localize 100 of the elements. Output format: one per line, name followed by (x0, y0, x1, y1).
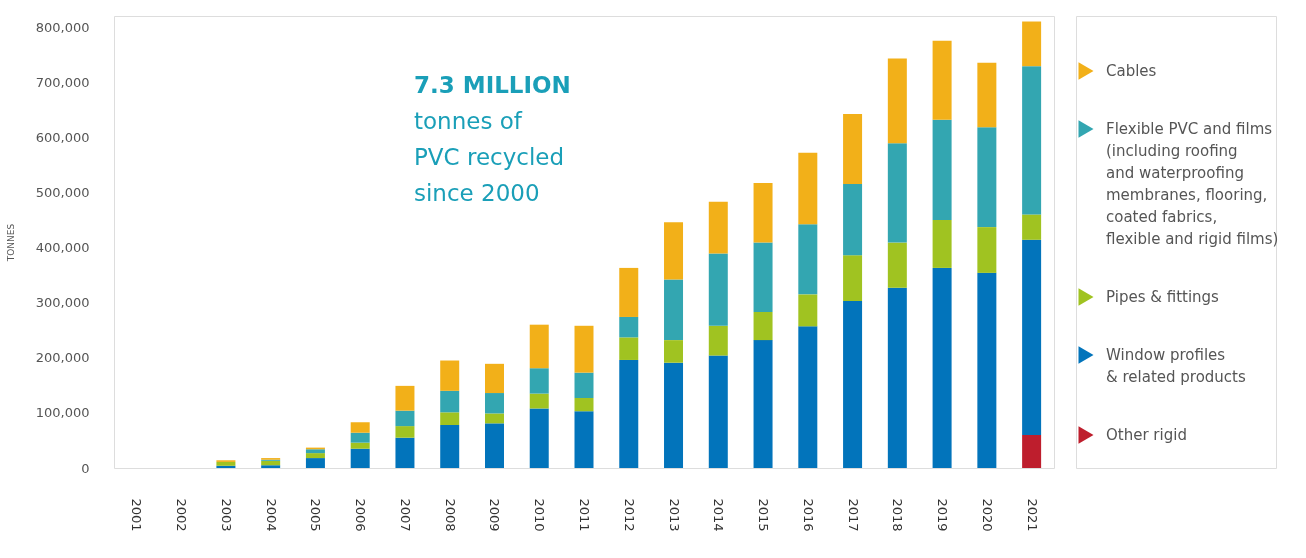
legend-label: Pipes & fittings (1106, 288, 1220, 306)
bar (798, 294, 818, 327)
bar (708, 201, 728, 254)
annotation: 7.3 MILLION (414, 72, 571, 98)
bar (440, 412, 460, 425)
x-tick-label: 2009 (487, 498, 503, 532)
y-tick-label: 200,000 (35, 350, 90, 366)
bar (619, 337, 639, 360)
x-tick-label: 2020 (979, 498, 995, 532)
annotation: tonnes of (414, 108, 523, 134)
x-tick-label: 2015 (756, 498, 772, 532)
bar (932, 40, 952, 120)
bar (664, 362, 684, 468)
bar (574, 372, 594, 398)
bar (798, 152, 818, 225)
bar (529, 368, 549, 394)
bar (1022, 239, 1042, 435)
x-tick-label: 2016 (800, 498, 816, 532)
bar (484, 393, 504, 414)
bar (1022, 21, 1042, 67)
bar (484, 423, 504, 468)
bar (977, 272, 997, 468)
bar (395, 426, 415, 438)
y-tick-label: 600,000 (35, 129, 90, 145)
annotation: since 2000 (414, 180, 540, 206)
bar (664, 222, 684, 280)
bar (305, 453, 325, 459)
bar (574, 325, 594, 373)
bar (977, 62, 997, 128)
y-tick-label: 500,000 (35, 184, 90, 200)
bar (753, 312, 773, 341)
bar (440, 425, 460, 468)
bar (843, 255, 863, 301)
bar (350, 432, 370, 443)
bar (261, 465, 281, 468)
x-tick-label: 2010 (532, 498, 548, 532)
bar (619, 267, 639, 317)
legend-label: Other rigid (1106, 426, 1187, 444)
bar (664, 279, 684, 341)
annotation: PVC recycled (414, 144, 565, 170)
x-tick-label: 2005 (308, 498, 324, 532)
y-tick-label: 400,000 (35, 240, 90, 256)
x-tick-label: 2004 (263, 498, 279, 532)
bar (216, 461, 236, 466)
bar (843, 300, 863, 468)
bar (1022, 434, 1042, 468)
bar (395, 437, 415, 468)
bar (395, 385, 415, 411)
bar (395, 410, 415, 427)
x-tick-label: 2018 (890, 498, 906, 532)
x-tick-label: 2014 (711, 498, 727, 532)
legend-label: Window profiles & related products (1106, 346, 1246, 386)
bar (350, 442, 370, 449)
legend-label: Cables (1106, 62, 1157, 80)
bar (216, 465, 236, 468)
bar (484, 363, 504, 394)
bar (708, 355, 728, 468)
bar (887, 287, 907, 468)
x-tick-label: 2012 (621, 498, 637, 532)
bar (619, 359, 639, 468)
bar (350, 448, 370, 468)
bar (798, 224, 818, 295)
x-tick-label: 2003 (218, 498, 234, 532)
x-tick-label: 2001 (129, 498, 145, 532)
bar (932, 267, 952, 468)
y-tick-label: 0 (81, 460, 90, 476)
bar (887, 242, 907, 288)
bar (753, 242, 773, 312)
bar (350, 422, 370, 433)
x-tick-label: 2011 (577, 498, 592, 532)
bar (708, 325, 728, 356)
bar (529, 393, 549, 409)
x-tick-label: 2002 (174, 498, 190, 532)
bar (619, 316, 639, 338)
bar (1022, 214, 1042, 240)
bar (305, 458, 325, 468)
x-tick-label: 2006 (353, 498, 369, 532)
y-tick-label: 300,000 (35, 295, 90, 311)
bar (843, 184, 863, 256)
bar (529, 324, 549, 369)
y-tick-label: 100,000 (35, 405, 90, 421)
bar (529, 408, 549, 468)
bar (261, 460, 281, 466)
bar (484, 413, 504, 424)
bar (664, 340, 684, 363)
bar (932, 219, 952, 268)
bar (887, 58, 907, 144)
x-tick-label: 2021 (1024, 498, 1040, 532)
bar (574, 398, 594, 412)
bar (1022, 66, 1042, 215)
bar (977, 227, 997, 273)
bar (843, 114, 863, 185)
bar (708, 253, 728, 326)
y-tick-label: 700,000 (35, 74, 90, 90)
bar (753, 183, 773, 243)
x-tick-label: 2019 (935, 498, 951, 532)
bar (753, 340, 773, 468)
bar (574, 411, 594, 468)
bar (305, 449, 325, 454)
bar (798, 326, 818, 468)
